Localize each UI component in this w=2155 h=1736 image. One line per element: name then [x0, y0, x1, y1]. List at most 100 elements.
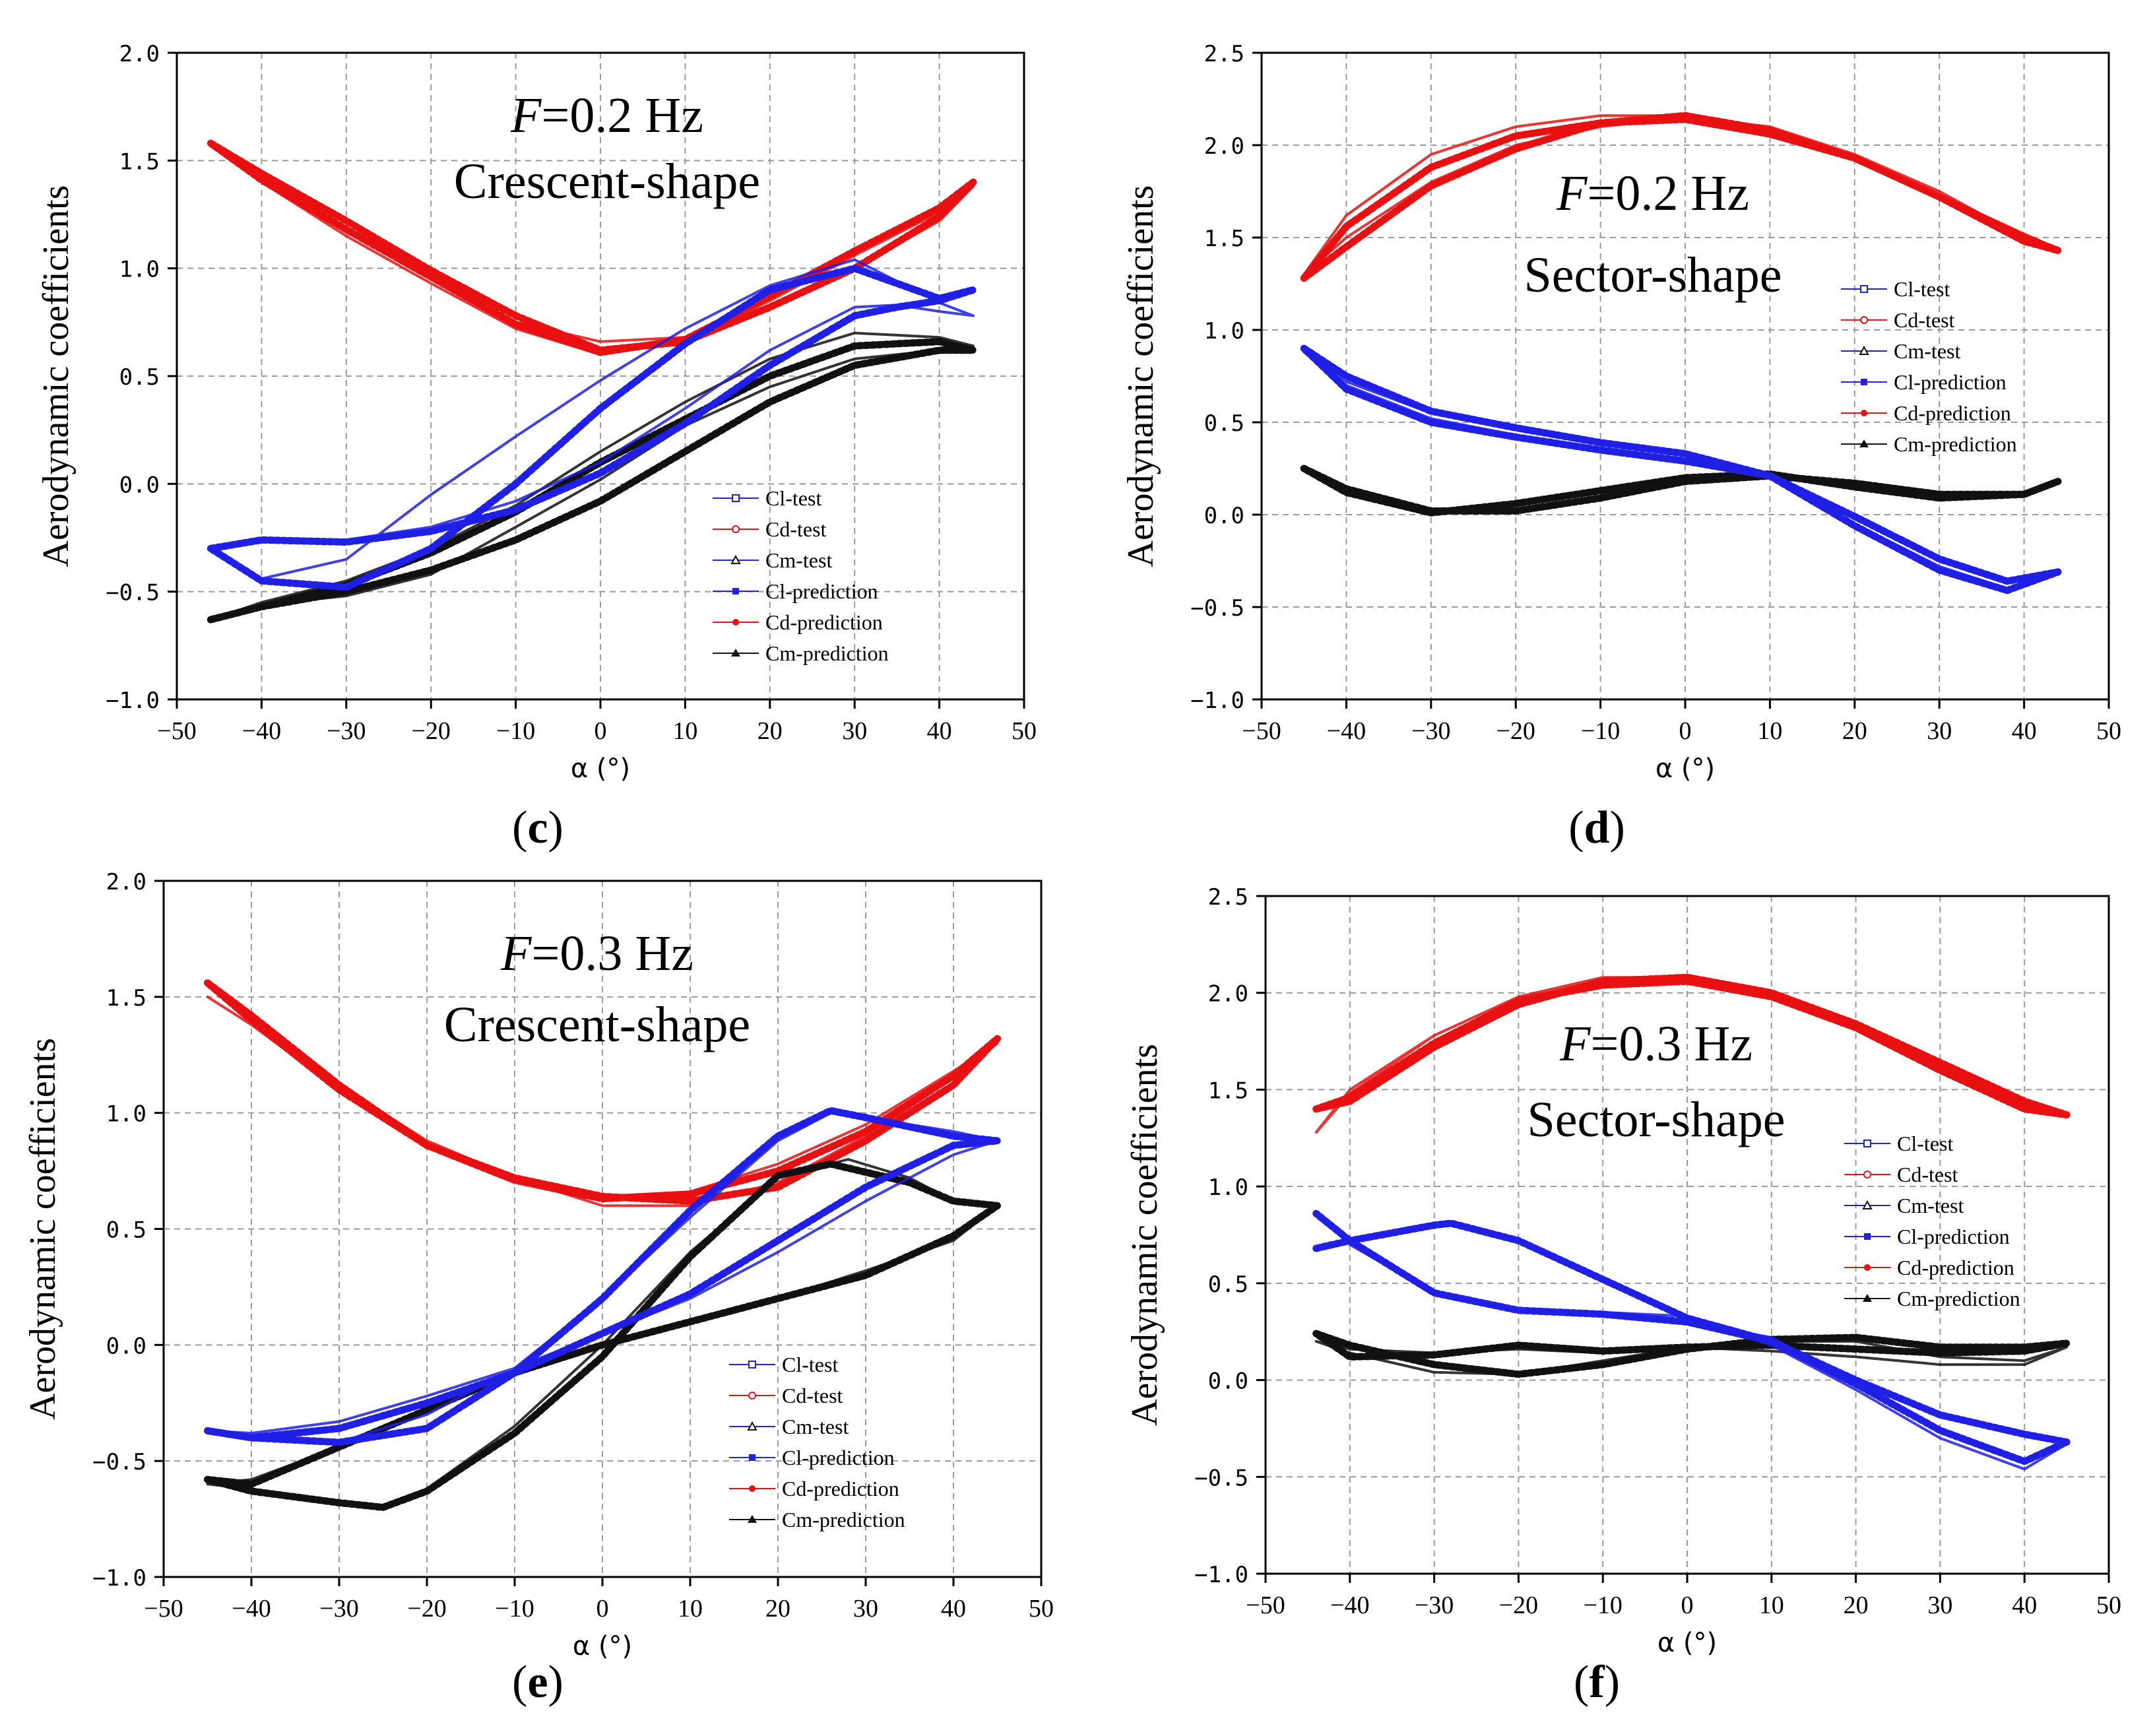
y-tick-label: −0.5	[1190, 595, 1244, 622]
y-axis-label: Aerodynamic coefficients	[1124, 1044, 1165, 1426]
x-tick-label: 20	[765, 1595, 790, 1623]
legend-marker	[1863, 1171, 1871, 1178]
freq-symbol: F	[500, 926, 532, 981]
x-tick-label: −40	[1327, 717, 1366, 745]
legend-label: Cd-prediction	[1894, 401, 2011, 425]
legend-marker	[748, 1392, 756, 1399]
y-tick-label: 0.5	[119, 364, 160, 391]
x-tick-label: −50	[1242, 717, 1281, 745]
legend: Cl-test Cd-test Cm-test Cl-prediction Cd-pre…	[1844, 1132, 2020, 1310]
x-tick-label: 10	[1757, 717, 1782, 745]
x-tick-label: 40	[927, 717, 952, 745]
chart-c: −50 −40 −30 −20 −10 0 10 20 30 40 50 −1.0 −0.5 0.0 0.5…	[36, 41, 1037, 784]
chart-d: −50 −40 −30 −20 −10 0 10 20 30 40 50 −1.0 −0.5 0.0 0.5…	[1120, 41, 2121, 784]
freq-symbol: F	[1559, 1016, 1592, 1072]
shape-annotation: Crescent-shape	[454, 154, 760, 209]
x-tick-label: 0	[1681, 1591, 1694, 1619]
y-tick-label: 2.5	[1204, 41, 1244, 67]
freq-value: =0.3 Hz	[1590, 1016, 1752, 1072]
chart-e: −50 −40 −30 −20 −10 0 10 20 30 40 50 −1.0 −0.5 0.0 0.5…	[22, 869, 1054, 1661]
y-tick-label: 0.5	[1208, 1271, 1248, 1298]
series-cl-test	[1314, 1212, 2069, 1471]
legend-label: Cd-prediction	[1897, 1256, 2014, 1279]
x-tick-label: 20	[1844, 1591, 1869, 1619]
series-cl-prediction	[207, 265, 977, 591]
y-axis: −1.0 −0.5 0.0 0.5 1.0 1.5 2.0	[92, 869, 164, 1591]
x-tick-label: −10	[495, 1595, 534, 1623]
legend-label: Cm-prediction	[765, 641, 889, 665]
legend-label: Cd-test	[1897, 1163, 1958, 1186]
y-axis-label: Aerodynamic coefficients	[1120, 185, 1161, 567]
plot-area	[207, 139, 977, 624]
shape-annotation: Sector-shape	[1528, 1092, 1785, 1147]
y-tick-label: −1.0	[1194, 1562, 1248, 1588]
x-tick-label: −50	[144, 1595, 183, 1623]
x-tick-label: 50	[2096, 717, 2121, 745]
legend-marker	[1861, 410, 1867, 416]
shape-annotation: Crescent-shape	[444, 997, 750, 1052]
y-tick-label: 2.0	[119, 41, 160, 67]
x-axis-label: α (°)	[1656, 754, 1715, 784]
x-tick-label: 30	[853, 1595, 878, 1623]
legend-marker	[732, 494, 740, 502]
legend-marker	[748, 1515, 757, 1523]
freq-value: =0.3 Hz	[531, 926, 693, 981]
x-tick-label: 30	[1927, 1591, 1952, 1619]
freq-annotation: F=0.3 Hz	[1559, 1016, 1753, 1072]
legend-label: Cl-prediction	[765, 579, 878, 603]
plot-area	[1300, 112, 2062, 595]
legend-marker	[1859, 439, 1869, 447]
y-tick-label: −0.5	[92, 1449, 146, 1475]
series-cd-prediction	[204, 979, 1001, 1205]
panel-label-e: (e)	[512, 1657, 563, 1708]
series-cm-prediction	[1300, 465, 2062, 517]
x-tick-label: −30	[1415, 1591, 1454, 1619]
x-tick-label: −20	[1499, 1591, 1538, 1619]
freq-value: =0.2 Hz	[1587, 166, 1749, 221]
x-axis-label: α (°)	[571, 754, 630, 784]
legend-label: Cm-prediction	[1897, 1287, 2020, 1310]
legend-label: Cl-prediction	[782, 1446, 895, 1469]
x-tick-label: 10	[672, 717, 697, 745]
x-tick-label: −10	[1583, 1591, 1622, 1619]
legend-label: Cl-test	[1894, 277, 1950, 301]
legend-marker	[1860, 285, 1868, 293]
legend-label: Cd-test	[765, 517, 827, 541]
legend-label: Cl-prediction	[1894, 370, 2007, 394]
legend-marker	[747, 1421, 757, 1431]
y-tick-label: 0.0	[106, 1333, 146, 1359]
legend-marker	[1862, 1200, 1873, 1209]
panel-label-f: (f)	[1574, 1657, 1620, 1708]
x-axis: −50 −40 −30 −20 −10 0 10 20 30 40 50	[157, 699, 1037, 745]
legend-label: Cd-test	[1894, 308, 1955, 332]
y-tick-label: −1.0	[92, 1565, 146, 1591]
y-axis: −1.0 −0.5 0.0 0.5 1.0 1.5 2.0	[106, 41, 177, 714]
x-tick-label: 40	[2012, 717, 2037, 745]
legend: Cl-test Cd-test Cm-test Cl-prediction Cd-pre…	[1841, 277, 2017, 456]
y-tick-label: 1.0	[1204, 318, 1244, 344]
legend-marker	[1861, 379, 1867, 385]
legend-label: Cl-prediction	[1897, 1225, 2010, 1248]
x-tick-label: −10	[496, 717, 535, 745]
legend-marker	[749, 1485, 756, 1492]
x-tick-label: 0	[595, 717, 607, 745]
y-tick-label: −1.0	[106, 688, 160, 714]
y-tick-label: 1.5	[1208, 1077, 1248, 1104]
legend-marker	[748, 1361, 756, 1368]
legend-label: Cd-prediction	[782, 1477, 899, 1500]
legend-label: Cm-test	[765, 548, 832, 572]
freq-annotation: F=0.2 Hz	[510, 88, 703, 143]
x-tick-label: 50	[1029, 1595, 1054, 1623]
legend-label: Cm-test	[782, 1415, 849, 1438]
x-axis: −50 −40 −30 −20 −10 0 10 20 30 40 50	[1242, 699, 2121, 745]
legend-label: Cd-test	[782, 1384, 843, 1407]
y-tick-label: 0.0	[119, 472, 160, 498]
x-axis-label: α (°)	[573, 1631, 632, 1661]
panel-label-c: (c)	[512, 802, 563, 853]
x-tick-label: 0	[596, 1595, 609, 1623]
series-cd-prediction	[1312, 973, 2071, 1119]
freq-value: =0.2 Hz	[541, 88, 703, 143]
x-tick-label: −30	[319, 1595, 358, 1623]
x-tick-label: 40	[941, 1595, 966, 1623]
